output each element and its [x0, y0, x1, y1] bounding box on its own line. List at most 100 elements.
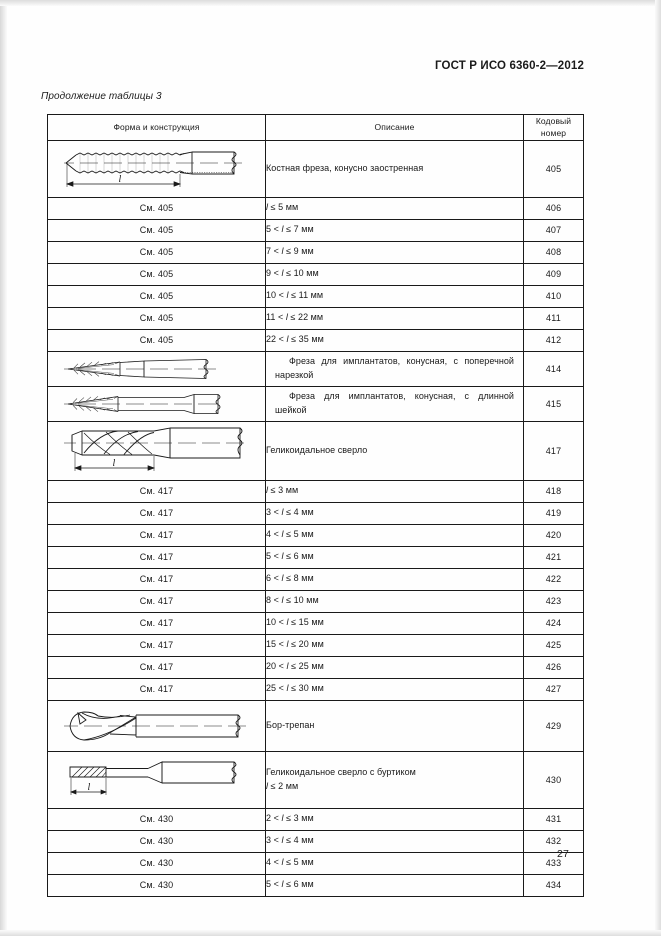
table-row: См. 405 5 < l ≤ 7 мм 407: [47, 218, 584, 242]
implant-bur-conical-long-neck-icon: [63, 393, 220, 414]
description-cell: 20 < l ≤ 25 мм: [265, 655, 524, 679]
description-cell: 10 < l ≤ 15 мм: [265, 611, 524, 635]
code-cell: 417: [523, 420, 584, 481]
table-row: l Геликоидальное сверло с буртиком l ≤ 2…: [47, 750, 584, 809]
description-cell: 5 < l ≤ 7 мм: [265, 218, 524, 242]
column-header-description: Описание: [265, 114, 524, 141]
specification-table: Форма и конструкция Описание Кодовый ном…: [47, 114, 584, 897]
table-row: См. 430 5 < l ≤ 6 мм 434: [47, 873, 584, 897]
code-cell: 408: [523, 240, 584, 264]
description-cell: 5 < l ≤ 6 мм: [265, 545, 524, 569]
description-cell: 11 < l ≤ 22 мм: [265, 306, 524, 330]
code-cell: 407: [523, 218, 584, 242]
description-cell: Костная фреза, конусно заостренная: [265, 139, 524, 198]
table-row: См. 417 8 < l ≤ 10 мм 423: [47, 589, 584, 613]
description-cell: Геликоидальное сверло с буртиком l ≤ 2 м…: [265, 750, 524, 809]
code-cell: 405: [523, 139, 584, 198]
table-row: См. 430 2 < l ≤ 3 мм 431: [47, 807, 584, 831]
table-row: См. 405 10 < l ≤ 11 мм 410: [47, 284, 584, 308]
table-row: См. 417 15 < l ≤ 20 мм 425: [47, 633, 584, 657]
dimension-label-l: l: [87, 782, 90, 793]
code-cell: 412: [523, 328, 584, 352]
code-cell: 432: [523, 829, 584, 853]
description-cell: 15 < l ≤ 20 мм: [265, 633, 524, 657]
table-body: l Костная фреза, конусно заостренная 405…: [47, 139, 584, 897]
description-cell: 25 < l ≤ 30 мм: [265, 677, 524, 701]
table-row: См. 405 7 < l ≤ 9 мм 408: [47, 240, 584, 264]
form-cell: См. 405: [47, 196, 266, 220]
column-header-code-line1: Кодовый: [535, 116, 572, 126]
table-row: См. 405 11 < l ≤ 22 мм 411: [47, 306, 584, 330]
dimension-label-l: l: [112, 458, 115, 469]
table-caption: Продолжение таблицы 3: [41, 91, 162, 102]
code-cell: 430: [523, 750, 584, 809]
description-cell: 4 < l ≤ 5 мм: [265, 523, 524, 547]
form-cell: См. 430: [47, 829, 266, 853]
description-cell: 3 < l ≤ 4 мм: [265, 501, 524, 525]
helical-drill-with-collar-icon: l: [69, 760, 236, 795]
table-header-row: Форма и конструкция Описание Кодовый ном…: [47, 114, 584, 141]
form-cell: См. 430: [47, 807, 266, 831]
table-row: См. 417 25 < l ≤ 30 мм 427: [47, 677, 584, 701]
description-cell: 7 < l ≤ 9 мм: [265, 240, 524, 264]
description-line2: l ≤ 2 мм: [266, 780, 299, 791]
description-cell: 5 < l ≤ 6 мм: [265, 873, 524, 897]
description-cell: l ≤ 3 мм: [265, 479, 524, 503]
table-row: См. 430 3 < l ≤ 4 мм 432: [47, 829, 584, 853]
form-cell: См. 417: [47, 655, 266, 679]
table-row: l Геликоидальное сверло 417: [47, 420, 584, 481]
table-row: См. 417 10 < l ≤ 15 мм 424: [47, 611, 584, 635]
description-cell: Бор-трепан: [265, 699, 524, 752]
form-cell: См. 430: [47, 851, 266, 875]
code-cell: 431: [523, 807, 584, 831]
description-cell: 9 < l ≤ 10 мм: [265, 262, 524, 286]
tapered-bone-bur-icon: l: [63, 151, 242, 187]
column-header-code: Кодовый номер: [523, 114, 584, 141]
code-cell: 410: [523, 284, 584, 308]
page-number: 27: [557, 848, 570, 860]
form-cell: [47, 385, 266, 422]
table-row: l Костная фреза, конусно заостренная 405: [47, 139, 584, 198]
code-cell: 414: [523, 350, 584, 387]
description-cell: 4 < l ≤ 5 мм: [265, 851, 524, 875]
implant-bur-conical-cross-cut-icon: [63, 358, 216, 379]
description-cell: 22 < l ≤ 35 мм: [265, 328, 524, 352]
scan-edge-right: [655, 0, 661, 936]
form-cell: [47, 699, 266, 752]
table-row: См. 417 20 < l ≤ 25 мм 426: [47, 655, 584, 679]
form-cell: См. 417: [47, 677, 266, 701]
description-cell: l ≤ 5 мм: [265, 196, 524, 220]
scan-edge-bottom: [0, 930, 661, 936]
form-cell: См. 417: [47, 545, 266, 569]
description-cell: 6 < l ≤ 8 мм: [265, 567, 524, 591]
description-cell: Геликоидальное сверло: [265, 420, 524, 481]
code-cell: 415: [523, 385, 584, 422]
code-cell: 422: [523, 567, 584, 591]
form-cell: См. 405: [47, 284, 266, 308]
code-cell: 425: [523, 633, 584, 657]
form-cell: См. 430: [47, 873, 266, 897]
code-cell: 421: [523, 545, 584, 569]
code-cell: 418: [523, 479, 584, 503]
form-cell: См. 417: [47, 611, 266, 635]
scan-edge-top: [0, 0, 661, 6]
description-line1: Геликоидальное сверло с буртиком: [266, 767, 416, 778]
description-cell: 2 < l ≤ 3 мм: [265, 807, 524, 831]
table-row: Бор-трепан 429: [47, 699, 584, 752]
table-row: См. 417 4 < l ≤ 5 мм 420: [47, 523, 584, 547]
column-header-code-line2: номер: [540, 128, 567, 139]
form-cell: См. 405: [47, 240, 266, 264]
form-cell: [47, 350, 266, 387]
form-cell: См. 417: [47, 633, 266, 657]
code-cell: 409: [523, 262, 584, 286]
form-cell: См. 405: [47, 262, 266, 286]
description-cell: 8 < l ≤ 10 мм: [265, 589, 524, 613]
table-row: Фреза для имплантатов, конусная, с длинн…: [47, 385, 584, 422]
code-cell: 419: [523, 501, 584, 525]
form-cell: См. 417: [47, 523, 266, 547]
code-cell: 424: [523, 611, 584, 635]
table-row: См. 417 6 < l ≤ 8 мм 422: [47, 567, 584, 591]
scan-edge-left: [0, 0, 7, 936]
table-row: См. 417 3 < l ≤ 4 мм 419: [47, 501, 584, 525]
code-cell: 423: [523, 589, 584, 613]
